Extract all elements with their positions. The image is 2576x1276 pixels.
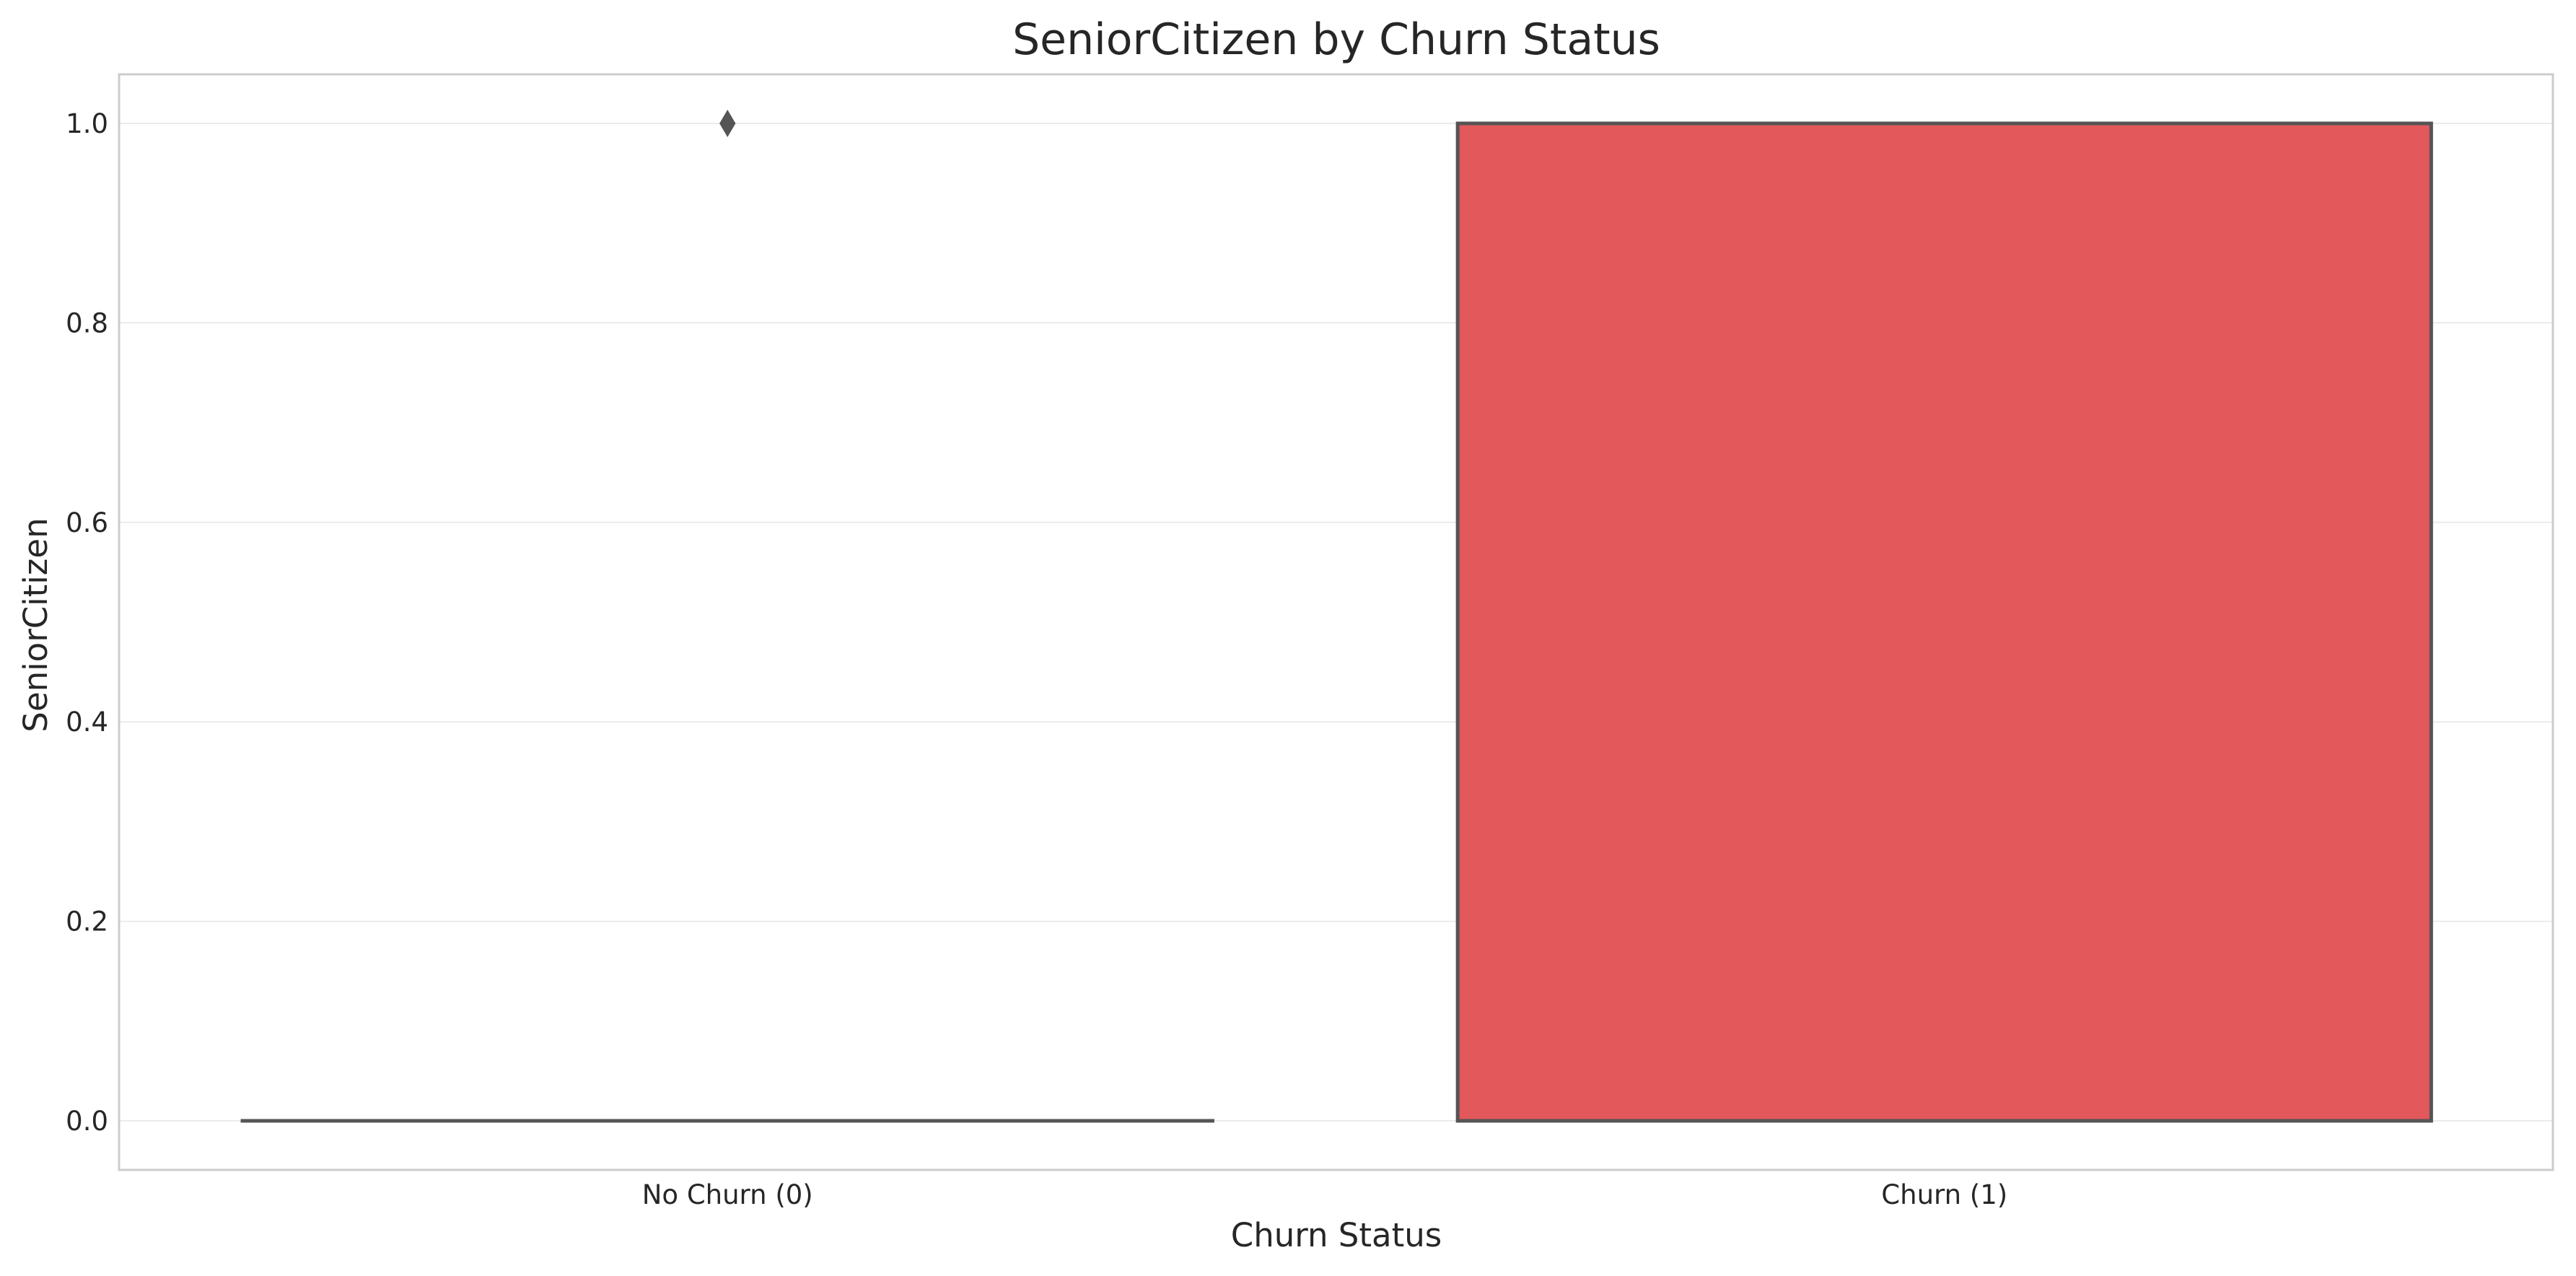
y-tick-label: 0.0 bbox=[66, 1106, 108, 1137]
x-tick-label: Churn (1) bbox=[1881, 1179, 2007, 1210]
y-tick-label: 0.6 bbox=[66, 507, 108, 538]
plot-marks bbox=[240, 110, 2433, 1123]
y-axis-label: SeniorCitizen bbox=[17, 517, 55, 732]
chart-title: SeniorCitizen by Churn Status bbox=[1012, 14, 1660, 65]
x-tick-label: No Churn (0) bbox=[642, 1179, 813, 1210]
x-tick-labels: No Churn (0) Churn (1) bbox=[642, 1179, 2007, 1210]
x-axis-label: Churn Status bbox=[1231, 1216, 1442, 1254]
y-tick-label: 0.2 bbox=[66, 906, 108, 938]
y-tick-label: 0.8 bbox=[66, 307, 108, 338]
outlier-point bbox=[719, 110, 736, 137]
y-tick-label: 1.0 bbox=[66, 108, 108, 139]
y-tick-label: 0.4 bbox=[66, 707, 108, 738]
plot-frame bbox=[118, 73, 2554, 1171]
y-tick-labels: 0.0 0.2 0.4 0.6 0.8 1.0 bbox=[66, 108, 108, 1137]
box bbox=[1455, 121, 2433, 1123]
